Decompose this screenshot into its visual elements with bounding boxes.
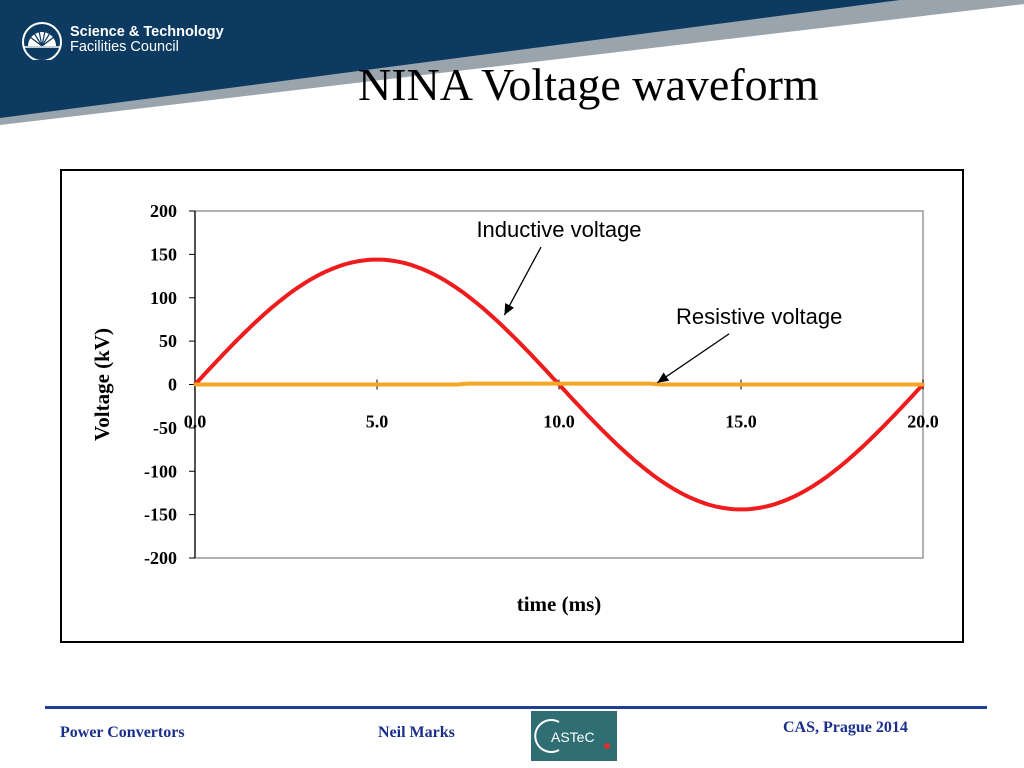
y-tick-label: 50 <box>159 331 177 351</box>
data-point <box>521 344 525 348</box>
astec-logo-text: ASTeC <box>551 729 595 745</box>
logo-line-2: Facilities Council <box>70 39 179 55</box>
x-tick-label: 5.0 <box>366 412 389 432</box>
data-point <box>411 264 415 268</box>
annotation-label: Resistive voltage <box>676 304 842 329</box>
footer-event: CAS, Prague 2014 <box>783 719 908 736</box>
footer-author: Neil Marks <box>378 724 455 741</box>
data-point <box>739 507 743 511</box>
slide-title: NINA Voltage waveform <box>358 59 819 110</box>
data-point <box>848 456 852 460</box>
y-tick-label: -50 <box>153 418 177 438</box>
data-point <box>193 383 197 386</box>
y-tick-label: 200 <box>150 201 177 221</box>
y-tick-label: 100 <box>150 288 177 308</box>
data-point <box>557 382 561 386</box>
data-point <box>593 421 597 425</box>
y-tick-label: -200 <box>144 548 177 568</box>
y-tick-label: 0 <box>168 375 177 395</box>
annotation-label: Inductive voltage <box>476 217 641 242</box>
data-point <box>921 383 925 386</box>
data-point <box>648 382 652 386</box>
x-tick-label: 10.0 <box>543 412 575 432</box>
data-point <box>448 281 452 285</box>
data-point <box>375 258 379 262</box>
data-point <box>455 383 459 386</box>
data-point <box>466 382 470 386</box>
data-point <box>266 309 270 313</box>
x-tick-label: 20.0 <box>907 412 939 432</box>
data-point <box>659 383 663 386</box>
x-tick-label: 15.0 <box>725 412 757 432</box>
annotation-arrow-head <box>657 372 670 383</box>
data-point <box>885 421 889 425</box>
stfc-logo: Science & Technology Facilities Council <box>20 20 224 60</box>
data-point <box>302 281 306 285</box>
data-point <box>484 309 488 313</box>
voltage-chart: 200 150 100 50 0 -50 -100 -150 -200 0.0 5.0 10.0 15.… <box>90 201 939 616</box>
data-point <box>630 456 634 460</box>
x-tick-label: 0.0 <box>184 412 207 432</box>
annotation-arrow-head <box>504 303 515 316</box>
astec-logo-graphic: ASTeC <box>534 719 610 753</box>
annotation-arrow-line <box>503 246 542 316</box>
header-background <box>0 0 1024 125</box>
logo-line-1: Science & Technology <box>70 24 224 40</box>
data-point <box>229 344 233 348</box>
footer-divider <box>45 706 987 709</box>
data-point <box>339 264 343 268</box>
y-axis-title: Voltage (kV) <box>90 328 114 441</box>
y-tick-label: 150 <box>150 244 177 264</box>
astec-logo: ASTeC <box>531 711 617 761</box>
data-point <box>812 484 816 488</box>
x-axis-title: time (ms) <box>517 592 602 616</box>
y-tick-label: -100 <box>144 461 177 481</box>
data-point <box>775 501 779 505</box>
data-point <box>666 484 670 488</box>
footer-course-title: Power Convertors <box>60 724 185 741</box>
y-tick-label: -150 <box>144 505 177 525</box>
chart-container: 200 150 100 50 0 -50 -100 -150 -200 0.0 5.0 10.0 15.… <box>60 169 964 643</box>
sunburst-icon <box>22 22 62 60</box>
annotation-arrow-line <box>656 333 730 384</box>
data-point <box>703 501 707 505</box>
